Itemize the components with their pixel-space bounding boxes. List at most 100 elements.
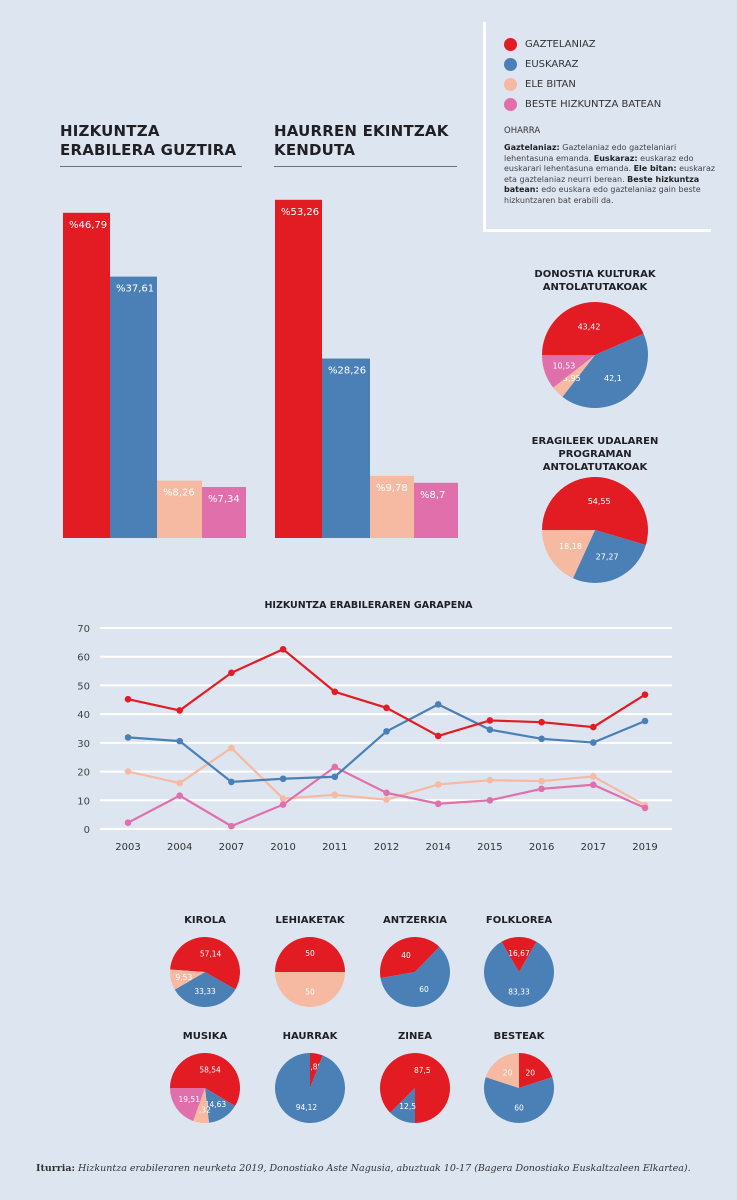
- bar-chart-2-title: HAURREN EKINTZAK KENDUTA: [274, 122, 449, 159]
- pie-label: 10,53: [552, 362, 575, 371]
- note-def: euskaraz eta gaztelaniaz neurri berean.: [504, 164, 716, 184]
- pie-label: 20: [503, 1068, 513, 1077]
- point-gaztelaniaz: [538, 718, 545, 726]
- pie-label: 50: [305, 987, 315, 996]
- pie-slice-euskaraz: [275, 1053, 345, 1123]
- point-ele_bitan: [590, 773, 597, 780]
- point-ele_bitan: [434, 781, 442, 788]
- pie-title: MUSIKA: [182, 1031, 228, 1042]
- bar-euskaraz: [322, 358, 370, 538]
- bar-euskaraz: [110, 276, 157, 538]
- line-chart: 0 10 20 30 40 50 60 70 2003 2004 2007 2010 2011 2012 2…: [77, 624, 672, 853]
- pie-title: KIROLA: [184, 915, 226, 926]
- point-euskaraz: [331, 773, 339, 781]
- point-beste: [279, 801, 287, 808]
- footer-label: Iturria:: [36, 1163, 76, 1174]
- pie-slice-beste: [169, 1088, 205, 1121]
- note-term: Euskaraz:: [593, 153, 638, 163]
- pie-label: 33,33: [194, 987, 216, 996]
- note-term: Ele bitan:: [633, 164, 677, 173]
- pie-slice-euskaraz: [572, 530, 646, 584]
- note-def: euskaraz edo euskarari lehentasuna emand…: [504, 153, 694, 174]
- x-tick-label: 2010: [270, 842, 295, 853]
- point-ele_bitan: [124, 768, 132, 775]
- point-ele_bitan: [228, 744, 235, 752]
- point-euskaraz: [434, 701, 442, 708]
- red-dot-icon: [504, 38, 517, 51]
- pie-besteak: 20 60 20: [484, 1053, 554, 1124]
- point-ele_bitan: [486, 776, 494, 784]
- pie-label: 20: [526, 1068, 536, 1077]
- pie-label: 87,5: [414, 1066, 431, 1075]
- point-euskaraz: [590, 739, 597, 746]
- pie-label: 60: [419, 985, 429, 994]
- pie-slice-euskaraz: [205, 1088, 236, 1123]
- point-gaztelaniaz: [590, 723, 597, 731]
- pie-label: 43,42: [578, 322, 601, 331]
- point-gaztelaniaz: [176, 707, 183, 714]
- y-tick-label: 10: [77, 796, 90, 807]
- point-gaztelaniaz: [228, 669, 235, 677]
- note-term: Gaztelaniaz:: [504, 143, 560, 152]
- pie-label: 19,51: [179, 1095, 201, 1104]
- pie-musika: 58,54 14,637,32 19,51: [169, 1052, 240, 1123]
- pie-eragileek: 54,55 27,27 18,18: [542, 477, 649, 584]
- x-tick-label: 2007: [219, 842, 244, 853]
- divider: [60, 166, 242, 167]
- pie-slice-gaztelaniaz: [380, 937, 440, 979]
- pie-label: 27,27: [596, 553, 619, 562]
- pie-slice-euskaraz: [484, 941, 554, 1008]
- pie-label: 58,54: [199, 1065, 221, 1074]
- legend-label: BESTE HIZKUNTZA BATEAN: [525, 99, 662, 110]
- pie-label: 83,33: [508, 987, 530, 996]
- note-def: edo euskara edo gaztelaniaz gain beste h…: [504, 185, 701, 205]
- pie-label: 18,18: [559, 542, 582, 551]
- legend-item-gaztelaniaz: GAZTELANIAZ: [504, 38, 596, 51]
- pie-label: 94,12: [296, 1103, 318, 1112]
- point-euskaraz: [228, 778, 235, 786]
- point-gaztelaniaz: [383, 704, 390, 712]
- bar-beste: [202, 486, 246, 538]
- point-euskaraz: [176, 737, 183, 745]
- pie-title-donostia: DONOSTIA KULTURAK ANTOLATUTAKOAK: [534, 269, 656, 293]
- pie-slice-gaztelaniaz: [542, 302, 644, 355]
- pie-donostia: 43,42 42,1 3,95 10,53: [542, 302, 648, 409]
- pie-label: 50: [305, 949, 315, 958]
- x-tick-label: 2014: [425, 842, 450, 853]
- pie-lehiaketak: 50 50: [275, 937, 345, 1007]
- pie-label: 16,67: [508, 949, 530, 958]
- bar-label: %8,26: [163, 488, 195, 499]
- pie-label: 7,32: [194, 1106, 211, 1115]
- pie-slice-gaztelaniaz: [310, 1053, 323, 1088]
- peach-dot-icon: [504, 78, 517, 91]
- point-gaztelaniaz: [641, 691, 649, 698]
- legend-box: GAZTELANIAZ EUSKARAZ ELE BITAN BESTE HIZ…: [483, 22, 715, 232]
- pie-slice-euskaraz: [380, 946, 451, 1008]
- pie-slice-ele_bitan: [275, 972, 345, 1007]
- note-def: Gaztelaniaz edo gaztelaniari lehentasuna…: [504, 143, 677, 163]
- x-tick-label: 2003: [115, 842, 140, 853]
- x-tick-label: 2011: [322, 842, 347, 853]
- x-tick-label: 2015: [477, 842, 502, 853]
- point-euskaraz: [486, 726, 494, 733]
- pie-title: BESTEAK: [493, 1031, 545, 1042]
- bar-label: %9,78: [376, 483, 408, 494]
- pie-label: 14,63: [205, 1100, 227, 1109]
- footer-text: Hizkuntza erabileraren neurketa 2019, Do…: [75, 1163, 691, 1174]
- point-beste: [176, 792, 183, 799]
- line-gaztelaniaz: [127, 647, 646, 738]
- pie-slice-gaztelaniaz: [501, 937, 537, 972]
- legend-item-ele-bitan: ELE BITAN: [504, 78, 576, 91]
- bar-beste: [414, 482, 458, 538]
- pie-label: 54,55: [588, 497, 611, 506]
- pie-label: 3,95: [563, 374, 581, 383]
- note-title: OHARRA: [504, 126, 541, 136]
- point-beste: [538, 785, 545, 793]
- point-euskaraz: [538, 735, 545, 743]
- pie-label: 12,5: [399, 1102, 416, 1111]
- divider: [274, 166, 457, 167]
- pie-antzerkia: 40 60: [380, 937, 451, 1008]
- point-beste: [434, 800, 442, 808]
- x-tick-label: 2016: [529, 842, 554, 853]
